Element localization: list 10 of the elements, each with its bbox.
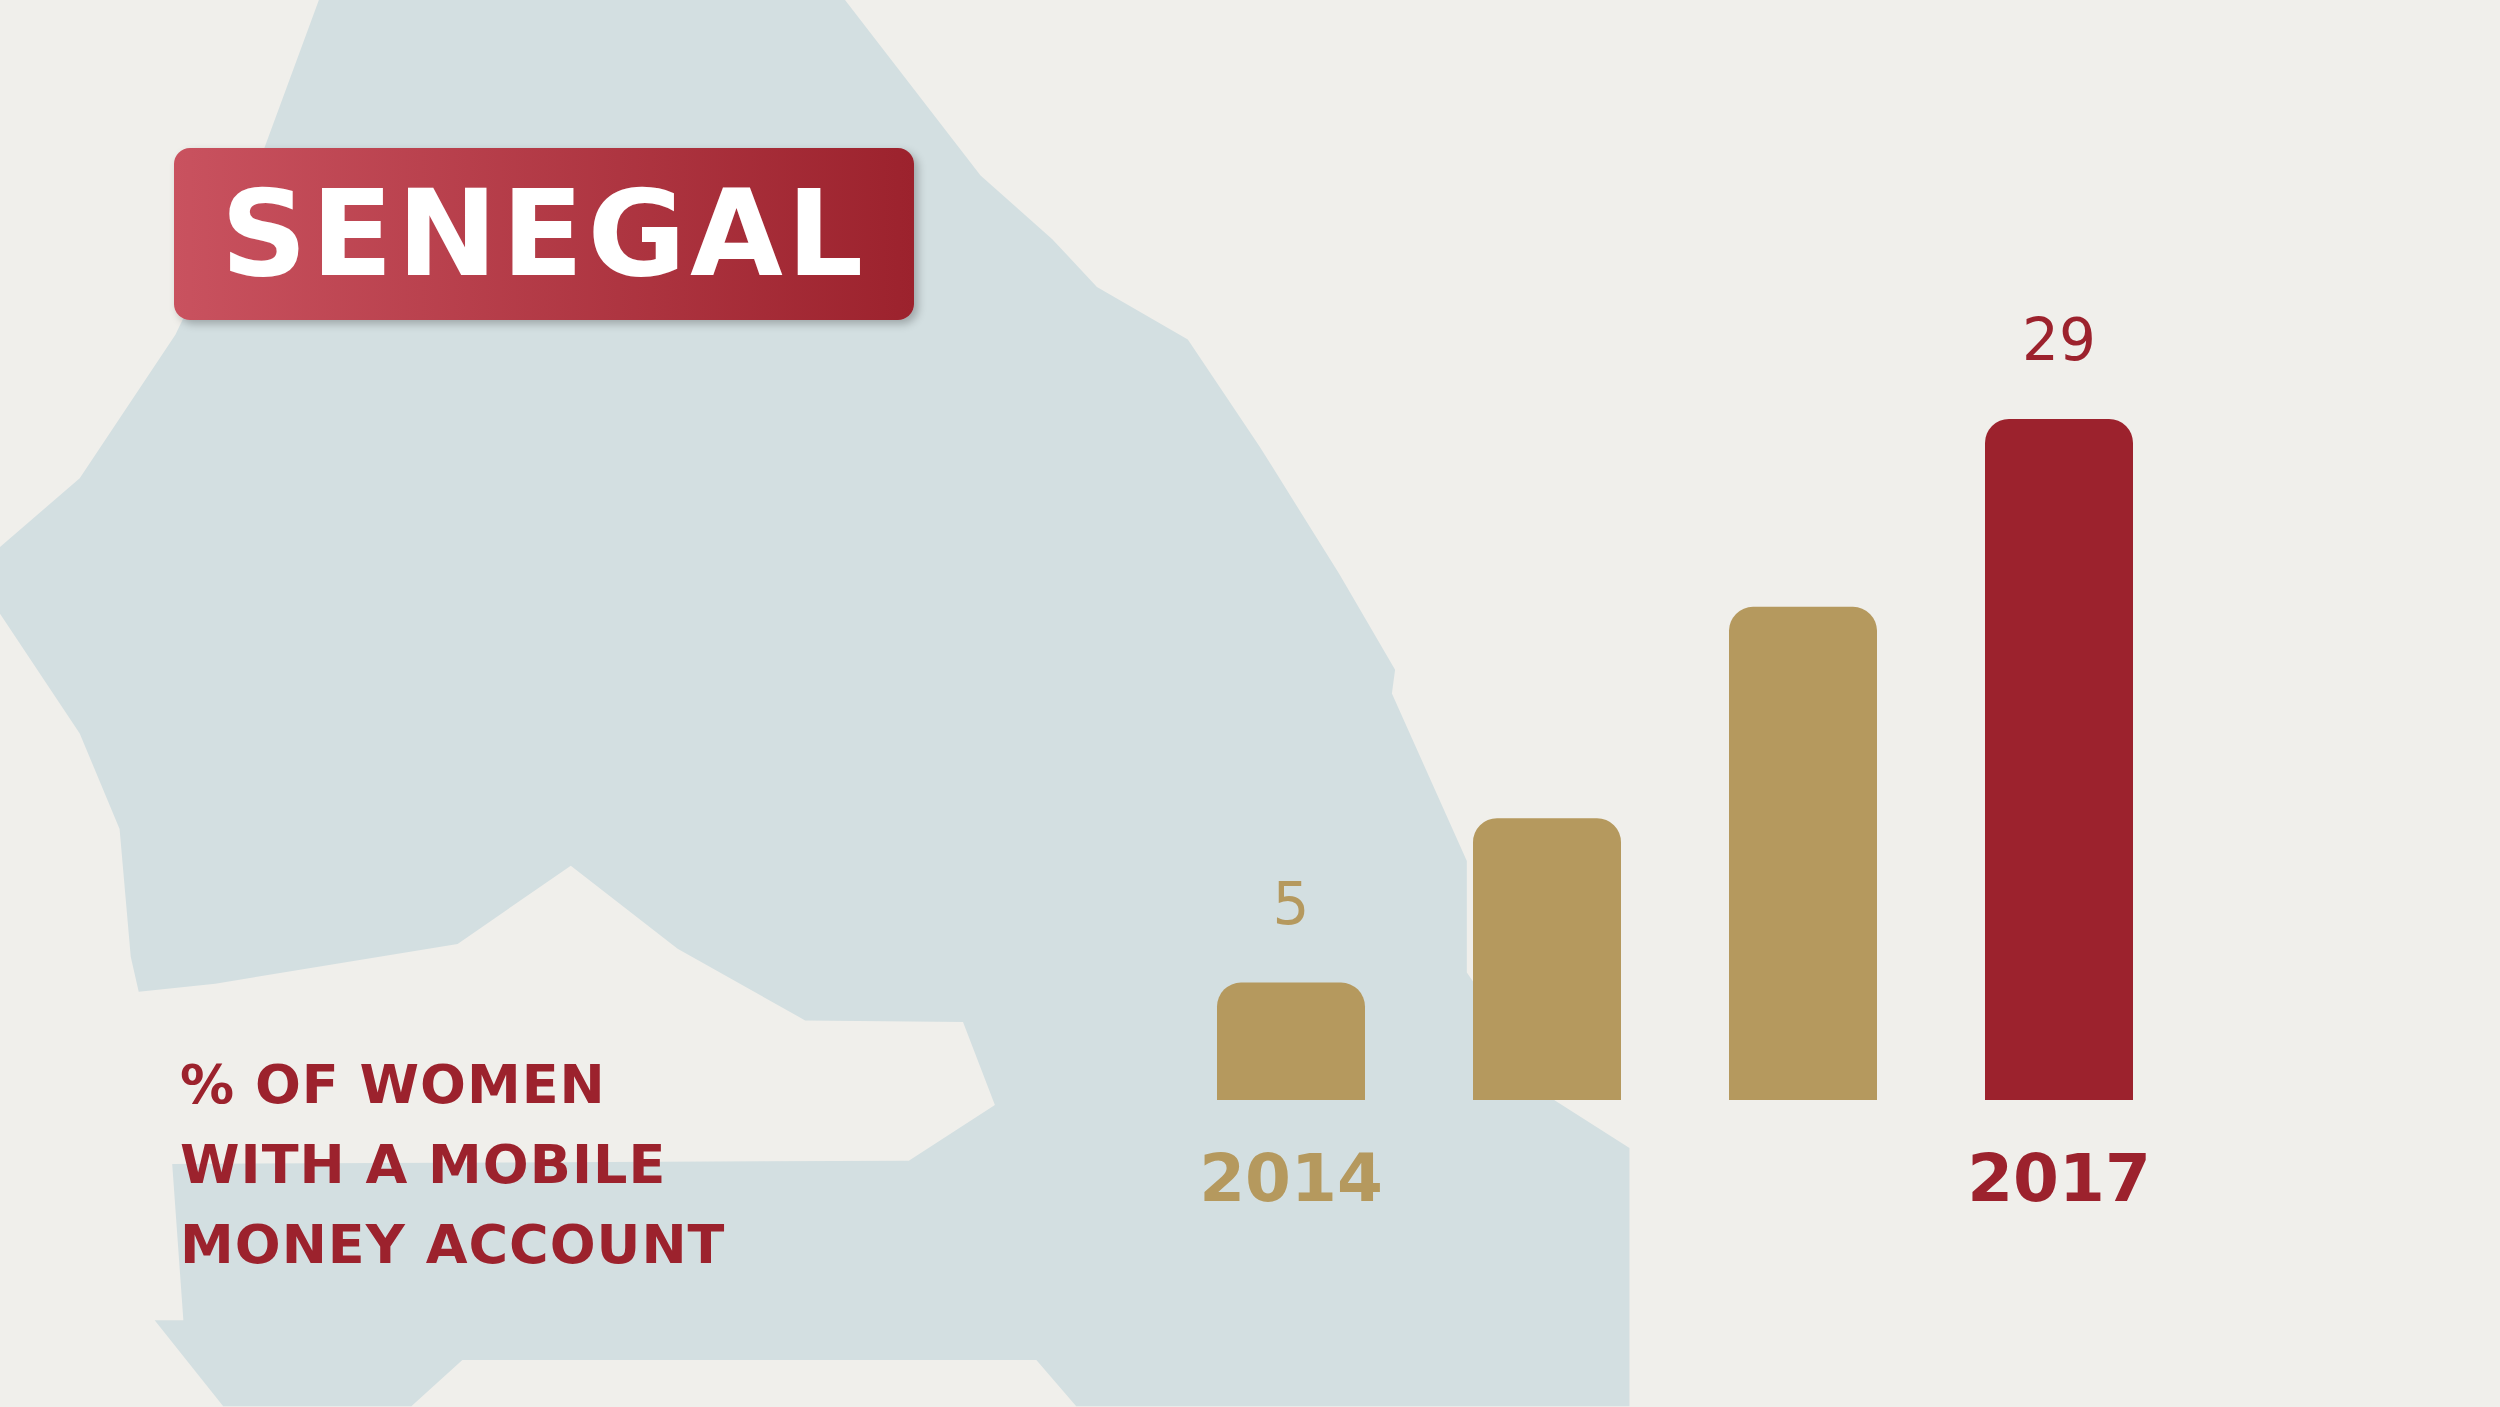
bar: [1217, 982, 1365, 1100]
bar: [1985, 419, 2133, 1100]
bar: [1729, 606, 1877, 1100]
chart-title: SENEGAL: [174, 148, 914, 320]
x-tick-label: 2014: [1199, 1139, 1383, 1217]
data-label: 29: [2022, 306, 2096, 374]
data-label: 5: [1272, 869, 1310, 938]
x-tick-label: 2017: [1967, 1139, 2151, 1217]
text: % OF WOMEN WITH A MOBILE MONEY ACCOUNT: [180, 1052, 727, 1278]
bar: [1473, 818, 1621, 1100]
